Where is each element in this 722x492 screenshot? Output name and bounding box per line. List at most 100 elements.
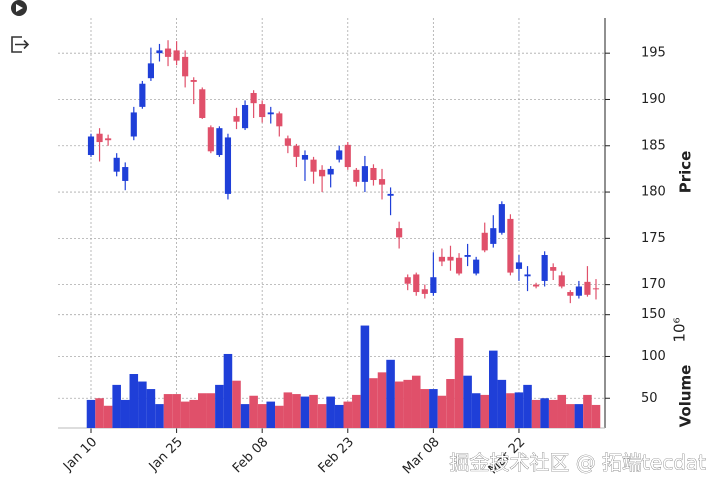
volume-bar: [249, 395, 258, 428]
volume-bar: [206, 393, 216, 428]
volume-bar: [394, 381, 404, 428]
volume-bar: [112, 384, 121, 428]
export-button[interactable]: [11, 36, 30, 53]
candle-body: [498, 204, 505, 233]
volume-bar: [232, 380, 241, 428]
volume-bar: [429, 389, 438, 428]
candle-body: [233, 116, 240, 122]
volume-bar: [266, 401, 276, 428]
candle-body: [276, 113, 283, 127]
run-icon: [16, 4, 23, 12]
volume-bar: [197, 393, 207, 428]
volume-bar: [300, 396, 310, 428]
volume-bar: [326, 396, 335, 428]
volume-bar: [103, 405, 113, 428]
candle-body: [447, 256, 454, 261]
volume-bar: [446, 379, 455, 428]
candle-body: [259, 104, 266, 118]
volume-bar: [317, 404, 327, 428]
volume-bar: [411, 375, 421, 428]
volume-bar: [352, 394, 361, 428]
volume-bar: [129, 374, 139, 428]
volume-bar: [540, 398, 549, 428]
y-tick-label: 190: [641, 92, 666, 107]
volume-bar: [386, 359, 395, 428]
candle-body: [336, 150, 343, 160]
candle-body: [413, 274, 420, 293]
candle-body: [199, 89, 206, 118]
volume-bar: [275, 405, 284, 428]
volume-bar: [591, 404, 601, 428]
volume-bar: [180, 401, 190, 428]
candle-body: [87, 136, 95, 156]
volume-bar: [463, 375, 472, 428]
y-tick-label: 50: [641, 391, 658, 406]
candle-body: [558, 275, 565, 287]
volume-bar: [343, 401, 353, 428]
candle-body: [139, 83, 146, 107]
watermark: 掘金技术社区 @ 拓端tecdat: [449, 451, 706, 475]
volume-bar: [506, 393, 515, 428]
price-label: Price: [677, 151, 695, 194]
candle-body: [396, 228, 403, 238]
volume-bar: [360, 325, 370, 428]
volume-bar: [223, 353, 233, 428]
volume-bar: [489, 350, 498, 428]
candle-body: [173, 50, 180, 61]
x-tick-label: Feb 08: [230, 435, 272, 477]
volume-bar: [283, 392, 293, 428]
volume-bar: [403, 379, 412, 428]
volume-bar: [514, 392, 524, 428]
y-tick-label: 175: [641, 231, 666, 246]
candle-body: [344, 144, 351, 168]
candle-body: [404, 277, 411, 284]
candle-body: [122, 167, 129, 181]
candle-body: [575, 286, 582, 296]
candle-body: [490, 228, 497, 244]
candle-body: [464, 255, 471, 257]
candle-body: [310, 159, 317, 172]
volume-bar: [86, 399, 96, 428]
candle-body: [267, 112, 274, 115]
candle-body: [156, 50, 163, 54]
candle-body: [430, 277, 437, 293]
candle-body: [361, 166, 368, 182]
volume-bar: [377, 372, 387, 428]
candle-body: [241, 105, 249, 129]
candle-body: [113, 157, 120, 172]
candle-body: [370, 167, 377, 181]
candle-body: [481, 232, 488, 251]
volume-bar: [240, 404, 250, 428]
candle-body: [147, 63, 154, 79]
y-tick-label: 100: [641, 349, 666, 364]
candle-body: [592, 288, 600, 290]
y-tick-label: 150: [641, 307, 666, 322]
candle-body: [105, 138, 112, 141]
volume-bar: [172, 394, 181, 428]
candle-body: [190, 80, 197, 82]
volume-bar: [309, 394, 318, 428]
volume-bar: [189, 399, 198, 428]
y-tick-label: 180: [641, 185, 666, 200]
volume-bar: [146, 389, 156, 428]
volume-bar: [95, 398, 104, 428]
candle-body: [96, 133, 103, 143]
candle-body: [293, 145, 300, 157]
x-tick-label: Feb 23: [316, 435, 358, 477]
candle-body: [515, 262, 523, 269]
volume-bar: [574, 404, 584, 428]
candle-body: [541, 255, 548, 281]
candle-body: [524, 274, 531, 277]
x-tick-label: Jan 25: [146, 435, 186, 475]
candle-body: [421, 289, 428, 294]
volume-bar: [497, 379, 507, 428]
volume-bar: [557, 394, 567, 428]
volume-bar: [523, 384, 532, 428]
volume-label: Volume: [677, 365, 695, 428]
candle-body: [250, 92, 257, 104]
volume-bar: [420, 389, 430, 428]
volume-bar: [215, 384, 224, 428]
volume-scale: 10⁶: [671, 317, 689, 342]
volume-bar: [334, 404, 344, 428]
